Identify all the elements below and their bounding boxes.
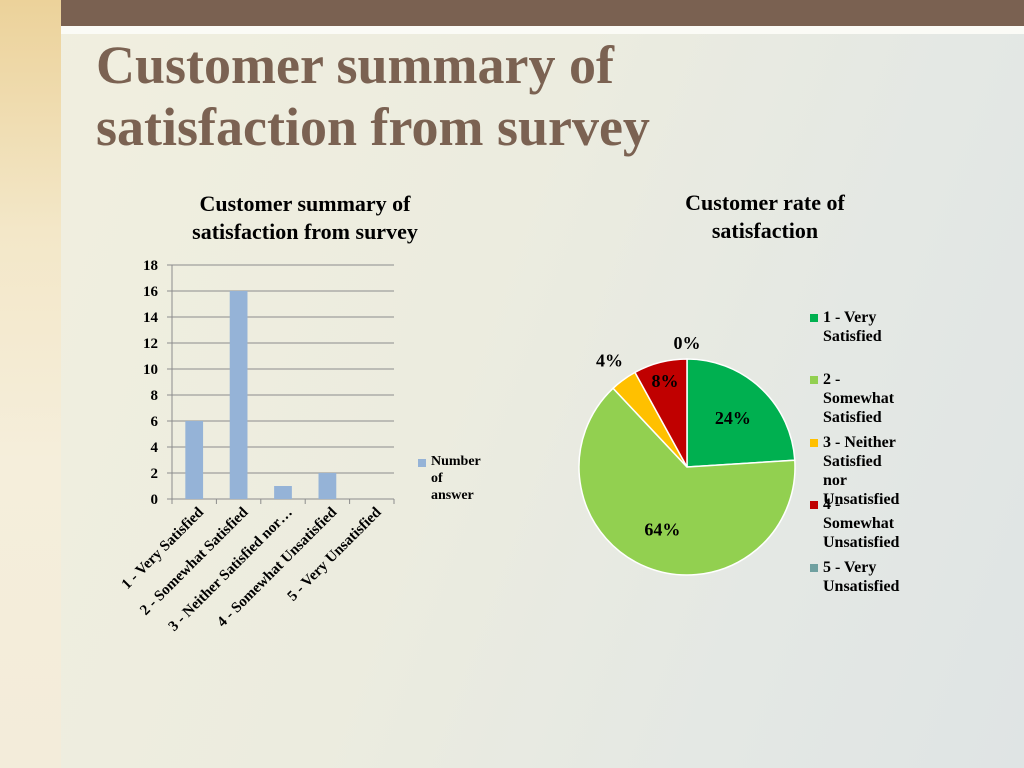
- bar: [185, 421, 204, 499]
- pie-data-label: 0%: [674, 333, 701, 353]
- bar-chart-title: Customer summary of satisfaction from su…: [120, 190, 490, 246]
- bar-y-tick-label: 0: [151, 492, 159, 508]
- bar-legend-label-line-1: Number of: [431, 454, 481, 486]
- bar-y-tick-label: 2: [151, 466, 159, 482]
- pie-legend-label: 5 - Very Unsatisfied: [823, 558, 899, 596]
- left-accent-band: [0, 0, 61, 768]
- pie-slice: [686, 358, 796, 468]
- pie-legend-item-somewhat-unsatisfied: 4 - Somewhat Unsatisfied: [810, 495, 899, 552]
- pie-data-label: 8%: [651, 371, 678, 391]
- bar-legend-label: Number of answer: [431, 453, 481, 504]
- pie-legend-swatch: [810, 501, 818, 509]
- pie-data-label: 24%: [715, 408, 751, 428]
- pie-chart-title-line-1: Customer rate of: [685, 190, 845, 215]
- bar-y-tick-label: 10: [143, 362, 158, 378]
- pie-data-label: 4%: [596, 350, 623, 370]
- pie-legend-label-line-1: 5 - Very: [823, 559, 877, 576]
- pie-legend-label-line-2: Unsatisfied: [823, 578, 900, 595]
- pie-chart-title: Customer rate of satisfaction: [600, 189, 930, 245]
- pie-legend-item-somewhat-satisfied: 2 - Somewhat Satisfied: [810, 370, 894, 427]
- pie-legend-label: 1 - Very Satisfied: [823, 308, 882, 346]
- pie-data-label: 64%: [644, 519, 680, 539]
- bar-legend-swatch: [418, 459, 426, 467]
- pie-chart-slices: [578, 358, 796, 576]
- pie-legend-label-line-2: Satisfied nor: [823, 453, 882, 489]
- pie-legend-label-line-1: 2 - Somewhat: [823, 371, 895, 407]
- header-divider: [61, 26, 1024, 34]
- bar-chart-title-line-1: Customer summary of: [199, 191, 411, 216]
- bar: [229, 291, 248, 499]
- bar: [318, 473, 337, 499]
- slide-title-line-2: satisfaction from survey: [96, 97, 650, 157]
- bar-y-tick-label: 6: [151, 414, 159, 430]
- pie-legend-label: 3 - Neither Satisfied nor Unsatisfied: [823, 433, 899, 509]
- pie-legend-item-very-satisfied: 1 - Very Satisfied: [810, 308, 882, 346]
- pie-slice: [633, 358, 688, 468]
- bar-y-tick-label: 4: [151, 440, 159, 456]
- bar-chart-y-tick-labels: 0 2 4 6 8 10 12 14 16 18: [143, 258, 159, 508]
- bar: [274, 486, 292, 499]
- bar-y-tick-label: 8: [151, 388, 159, 404]
- slide-title: Customer summary of satisfaction from su…: [96, 34, 996, 158]
- bar-legend-label-line-2: answer: [431, 488, 474, 503]
- pie-legend-swatch: [810, 564, 818, 572]
- pie-chart-title-line-2: satisfaction: [711, 218, 819, 243]
- pie-legend-swatch: [810, 376, 818, 384]
- pie-legend-swatch: [810, 439, 818, 447]
- pie-slice: [578, 387, 796, 576]
- bar-legend-item: Number of answer: [418, 453, 481, 504]
- pie-legend-label: 2 - Somewhat Satisfied: [823, 370, 894, 427]
- bar-chart-bars: [185, 291, 337, 499]
- bar-chart-gridlines: [167, 264, 394, 500]
- pie-legend-label-line-1: 3 - Neither: [823, 434, 896, 451]
- pie-legend-label-line-3: Unsatisfied: [823, 491, 900, 508]
- pie-legend-label-line-2: Satisfied: [823, 409, 882, 426]
- pie-chart-data-labels: 24% 64% 4% 8% 0%: [596, 333, 751, 539]
- bar-y-tick-label: 14: [143, 310, 159, 326]
- slide-title-line-1: Customer summary of: [96, 35, 614, 95]
- pie-legend-label: 4 - Somewhat Unsatisfied: [823, 495, 899, 552]
- header-bar: [61, 0, 1024, 26]
- bar-y-tick-label: 12: [143, 336, 158, 352]
- pie-legend-label-line-2: Unsatisfied: [823, 534, 900, 551]
- bar-y-tick-label: 18: [143, 258, 158, 274]
- pie-legend-label-line-1: 4 - Somewhat: [823, 496, 895, 532]
- bar-chart-title-line-2: satisfaction from survey: [192, 219, 418, 244]
- pie-legend-item-neither: 3 - Neither Satisfied nor Unsatisfied: [810, 433, 899, 509]
- pie-legend-label-line-1: 1 - Very Satisfied: [823, 309, 882, 345]
- bar-y-tick-label: 16: [143, 284, 159, 300]
- pie-legend-item-very-unsatisfied: 5 - Very Unsatisfied: [810, 558, 899, 596]
- pie-legend-swatch: [810, 314, 818, 322]
